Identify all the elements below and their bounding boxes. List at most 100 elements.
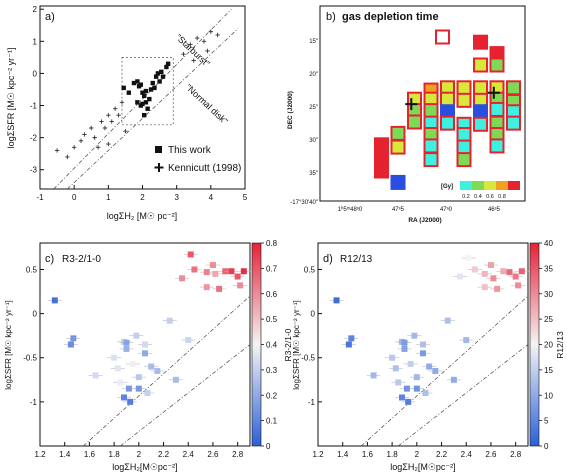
data-point — [135, 385, 142, 392]
panel-d-xtick-label: 2.6 — [485, 450, 497, 459]
depletion-cell — [456, 152, 472, 168]
data-point — [389, 354, 396, 361]
panel-a-xlabel: logΣH₂ [M☉ pc⁻²] — [107, 211, 177, 221]
depletion-cell — [423, 103, 439, 119]
depletion-cell — [440, 91, 455, 107]
panel-c-xtick-label: 2.8 — [232, 450, 244, 459]
this-work-point — [155, 71, 161, 76]
colorbar-tick-1: 0.4 — [474, 194, 482, 200]
data-point — [450, 376, 457, 383]
data-point — [212, 270, 219, 277]
panel-b-ytick-2: 25" — [309, 105, 318, 111]
panel-a-annotation-normal: "Normal disk" — [184, 82, 230, 126]
data-point — [70, 335, 77, 342]
depletion-cell — [407, 114, 422, 130]
depletion-cell — [456, 139, 472, 155]
this-work-point — [143, 100, 149, 105]
this-work-point — [121, 85, 126, 91]
panel-d-colorbar-tick-label: 40 — [544, 239, 553, 248]
kennicutt-point — [71, 145, 77, 150]
kennicutt-point — [82, 132, 87, 137]
panel-a-xtick-label: 5 — [243, 193, 248, 202]
panel-c-colorbar-tick-label: 0.2 — [266, 391, 278, 400]
kennicutt-point — [99, 119, 104, 124]
data-point — [154, 367, 161, 374]
data-point — [228, 268, 235, 275]
data-point — [392, 365, 399, 372]
this-work-point — [148, 87, 154, 92]
panel-d-xtick-label: 1.2 — [312, 450, 324, 459]
kennicutt-point — [191, 58, 196, 63]
panel-d-ytick-label: 0 — [311, 310, 316, 319]
panel-d-colorbar-ticks: 0 5 10 15 20 25 30 35 40 — [539, 239, 553, 451]
panel-b-ytick-1: 20" — [309, 72, 318, 78]
data-point — [395, 379, 402, 386]
panel-c-ytick-label: -1 — [30, 398, 38, 407]
panel-d-colorbar-tick-label: 25 — [544, 315, 553, 324]
colorbar-swatch-3 — [496, 181, 508, 190]
data-point — [92, 372, 99, 379]
panel-c: 1.2 1.4 1.6 1.8 2 2.2 2.4 2.6 2.8 -1 -0.5 0 0.5 c) R… — [4, 239, 293, 472]
depletion-cell — [489, 138, 505, 154]
panel-b: b) gas depletion time [Gy] 0.2 0.4 0.6 0… — [287, 5, 526, 224]
kennicutt-point — [106, 141, 111, 147]
data-point — [512, 273, 519, 280]
data-point — [444, 317, 451, 324]
panel-b-ytick-5: -17°30'40" — [290, 200, 318, 206]
kennicutt-point — [205, 48, 210, 54]
kennicutt-point — [201, 39, 207, 44]
panel-a-xtick-label: 4 — [209, 193, 214, 202]
data-point — [370, 372, 377, 379]
depletion-cell — [440, 115, 455, 131]
kennicutt-point — [65, 154, 70, 160]
colorbar-swatch-4 — [508, 181, 520, 190]
kennicutt-point — [102, 125, 108, 131]
this-work-point — [140, 101, 145, 107]
this-work-point — [153, 74, 159, 79]
panel-c-colorbar-tick-label: 0.6 — [266, 290, 278, 299]
depletion-cell — [456, 127, 472, 143]
legend-square-marker — [155, 146, 162, 153]
legend-entry-this-work: This work — [168, 145, 212, 156]
colorbar-tick-3: 0.8 — [498, 194, 506, 200]
depletion-cell — [473, 57, 488, 73]
data-point — [179, 275, 186, 282]
panel-d-xtick-label: 1.8 — [387, 450, 399, 459]
data-point — [465, 255, 472, 262]
data-point — [144, 390, 151, 397]
data-point — [51, 297, 58, 304]
this-work-point — [150, 80, 155, 86]
panel-d-xtick-label: 2.4 — [461, 450, 473, 459]
data-point — [500, 268, 507, 275]
panel-c-colorbar-tick-label: 0.1 — [266, 417, 278, 426]
this-work-point — [126, 90, 132, 95]
data-point — [187, 251, 194, 258]
panel-c-ytick-label: 0.5 — [26, 265, 38, 274]
panel-c-colorbar-ticks: 0 0.1 0.2 0.3 0.4 0.5 0.6 0.7 0.8 — [261, 239, 278, 451]
colorbar-swatch-0 — [460, 181, 472, 190]
kennicutt-point — [109, 119, 114, 124]
data-point — [129, 360, 136, 367]
kennicutt-point — [78, 138, 84, 144]
panel-c-colorbar — [251, 242, 262, 447]
data-point — [185, 337, 192, 344]
panel-a-xtick-label: -1 — [36, 193, 44, 202]
depletion-cell — [473, 104, 488, 120]
panel-a-ylabel: logΣSFR [M☉ kpc⁻² yr⁻¹] — [6, 48, 16, 149]
data-point — [142, 341, 148, 348]
panel-d-ytick-label: 0.5 — [304, 265, 316, 274]
depletion-cell — [374, 163, 389, 179]
panel-c-colorbar-tick-label: 0.5 — [266, 315, 278, 324]
panel-d-title: R12/13 — [340, 254, 373, 265]
data-point — [125, 385, 132, 392]
panel-b-ytick-4: 35" — [309, 171, 318, 177]
panel-d-label: d) — [323, 253, 333, 265]
this-work-point — [138, 82, 143, 87]
panel-d-colorbar-tick-label: 30 — [544, 290, 553, 299]
panel-b-xtick-2: 47ˢ0 — [440, 207, 453, 213]
panel-c-ylabel: logΣSFR [M☉ kpc⁻² yr⁻¹] — [4, 300, 13, 389]
panel-d-colorbar-tick-label: 10 — [544, 391, 553, 400]
panel-a-legend: This work Kennicutt (1998) — [154, 145, 241, 174]
panel-a-ytick-label: -1 — [30, 102, 38, 111]
data-point — [413, 385, 420, 392]
